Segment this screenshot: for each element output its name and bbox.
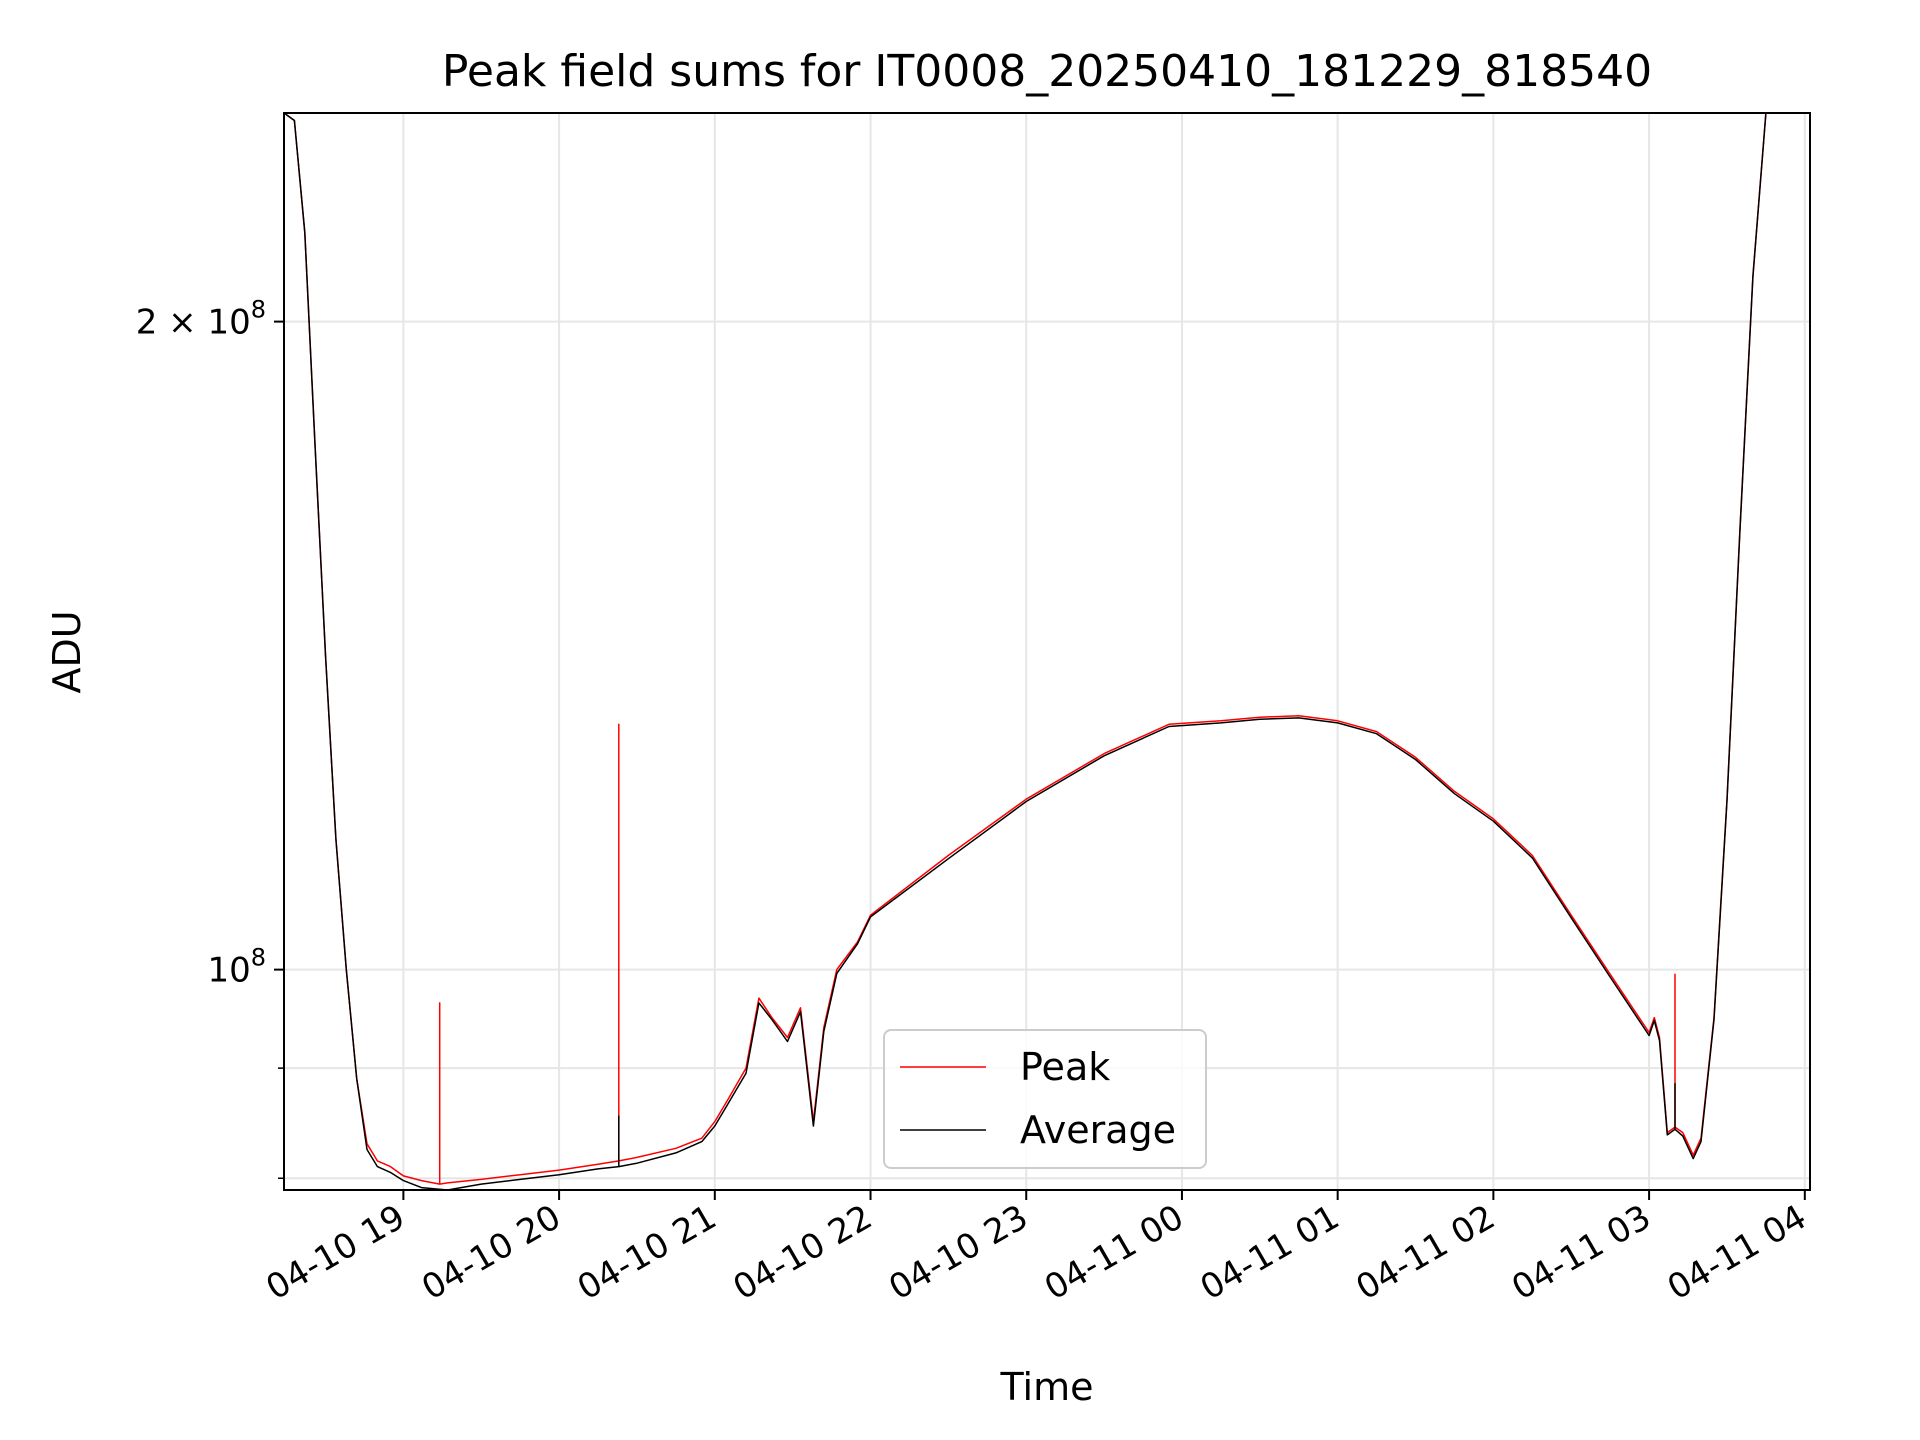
legend-peak-label: Peak [1020,1045,1110,1089]
y-tick-label: 2 × 108 [136,296,266,343]
chart-title: Peak field sums for IT0008_20250410_1812… [442,46,1652,97]
legend: Peak Average [883,1029,1207,1169]
series-peak-line [284,113,1779,1185]
plot-frame [283,112,1811,1191]
series-layer [284,113,1779,1190]
y-tick-label: 108 [207,944,266,991]
series-average-line [284,113,1779,1190]
y-axis-label: ADU [45,610,89,693]
legend-average-label: Average [1020,1108,1176,1152]
x-axis-label: Time [1000,1365,1094,1409]
legend-box [883,1029,1207,1169]
